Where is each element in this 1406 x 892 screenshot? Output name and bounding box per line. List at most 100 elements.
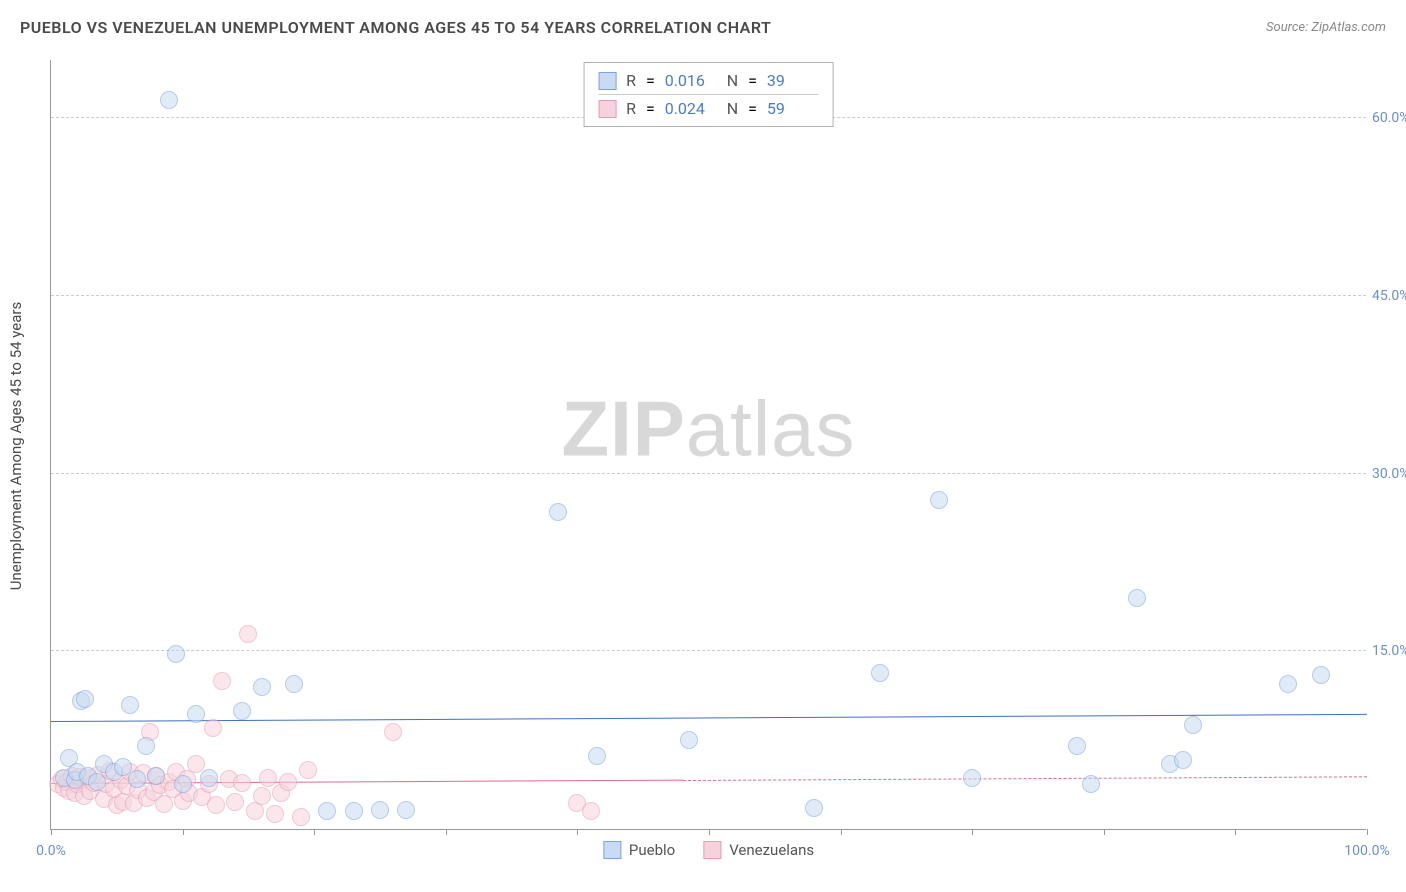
chart-header: PUEBLO VS VENEZUELAN UNEMPLOYMENT AMONG … bbox=[20, 18, 1386, 37]
venezuelans-swatch bbox=[703, 841, 721, 859]
data-point bbox=[963, 769, 981, 787]
y-tick-label: 60.0% bbox=[1372, 110, 1406, 126]
y-tick-label: 45.0% bbox=[1372, 288, 1406, 304]
data-point bbox=[76, 690, 94, 708]
data-point bbox=[549, 503, 567, 521]
trend-line bbox=[683, 776, 1367, 781]
x-tick bbox=[841, 829, 842, 835]
x-tick bbox=[1367, 829, 1368, 835]
venezuelans-label: Venezuelans bbox=[729, 841, 814, 859]
data-point bbox=[121, 696, 139, 714]
data-point bbox=[187, 755, 205, 773]
data-point bbox=[285, 675, 303, 693]
data-point bbox=[174, 775, 192, 793]
data-point bbox=[588, 747, 606, 765]
stats-legend: R = 0.016 N = 39 R = 0.024 N = 59 bbox=[583, 62, 834, 127]
y-axis-label: Unemployment Among Ages 45 to 54 years bbox=[7, 302, 25, 590]
pueblo-swatch bbox=[598, 72, 616, 90]
data-point bbox=[204, 719, 222, 737]
data-point bbox=[88, 773, 106, 791]
legend-item-venezuelans: Venezuelans bbox=[703, 841, 814, 859]
data-point bbox=[345, 802, 363, 820]
venezuelans-r-value: 0.024 bbox=[665, 99, 717, 118]
data-point bbox=[128, 770, 146, 788]
data-point bbox=[213, 672, 231, 690]
pueblo-r-value: 0.016 bbox=[665, 71, 717, 90]
data-point bbox=[1068, 737, 1086, 755]
x-tick bbox=[709, 829, 710, 835]
data-point bbox=[582, 802, 600, 820]
data-point bbox=[397, 801, 415, 819]
data-point bbox=[384, 723, 402, 741]
x-tick-label: 100.0% bbox=[1344, 843, 1389, 859]
stats-row-venezuelans: R = 0.024 N = 59 bbox=[598, 97, 819, 120]
x-tick bbox=[972, 829, 973, 835]
data-point bbox=[226, 793, 244, 811]
eq-label: = bbox=[748, 99, 757, 118]
eq-label: = bbox=[748, 71, 757, 90]
watermark: ZIPatlas bbox=[561, 384, 855, 475]
eq-label: = bbox=[646, 99, 655, 118]
data-point bbox=[266, 805, 284, 823]
x-tick bbox=[51, 829, 52, 835]
data-point bbox=[292, 808, 310, 826]
data-point bbox=[147, 767, 165, 785]
watermark-light: atlas bbox=[686, 385, 856, 473]
data-point bbox=[680, 731, 698, 749]
data-point bbox=[239, 625, 257, 643]
data-point bbox=[246, 802, 264, 820]
data-point bbox=[299, 761, 317, 779]
data-point bbox=[167, 645, 185, 663]
gridline bbox=[51, 473, 1366, 474]
data-point bbox=[233, 702, 251, 720]
source-attribution: Source: ZipAtlas.com bbox=[1266, 20, 1386, 35]
x-tick bbox=[1235, 829, 1236, 835]
y-tick-label: 15.0% bbox=[1372, 643, 1406, 659]
data-point bbox=[253, 787, 271, 805]
data-point bbox=[1174, 751, 1192, 769]
data-point bbox=[1279, 675, 1297, 693]
eq-label: = bbox=[646, 71, 655, 90]
data-point bbox=[259, 769, 277, 787]
x-tick bbox=[446, 829, 447, 835]
data-point bbox=[1128, 589, 1146, 607]
watermark-bold: ZIP bbox=[561, 385, 685, 473]
data-point bbox=[318, 802, 336, 820]
x-tick bbox=[183, 829, 184, 835]
r-label: R bbox=[626, 99, 636, 118]
data-point bbox=[1312, 666, 1330, 684]
y-tick-label: 30.0% bbox=[1372, 466, 1406, 482]
x-tick bbox=[314, 829, 315, 835]
r-label: R bbox=[626, 71, 636, 90]
legend-item-pueblo: Pueblo bbox=[603, 841, 675, 859]
n-label: N bbox=[727, 71, 738, 90]
data-point bbox=[187, 705, 205, 723]
gridline bbox=[51, 295, 1366, 296]
data-point bbox=[253, 678, 271, 696]
data-point bbox=[279, 773, 297, 791]
x-tick-label: 0.0% bbox=[36, 843, 66, 859]
data-point bbox=[155, 795, 173, 813]
x-tick bbox=[1104, 829, 1105, 835]
pueblo-label: Pueblo bbox=[629, 841, 675, 859]
data-point bbox=[233, 774, 251, 792]
data-point bbox=[200, 769, 218, 787]
scatter-chart: ZIPatlas R = 0.016 N = 39 R = 0.024 N = … bbox=[50, 60, 1366, 830]
legend-separator bbox=[598, 94, 819, 95]
data-point bbox=[137, 737, 155, 755]
data-point bbox=[930, 491, 948, 509]
stats-row-pueblo: R = 0.016 N = 39 bbox=[598, 69, 819, 92]
chart-title: PUEBLO VS VENEZUELAN UNEMPLOYMENT AMONG … bbox=[20, 18, 771, 37]
x-tick bbox=[577, 829, 578, 835]
n-label: N bbox=[727, 99, 738, 118]
data-point bbox=[805, 799, 823, 817]
data-point bbox=[160, 91, 178, 109]
pueblo-swatch bbox=[603, 841, 621, 859]
data-point bbox=[371, 801, 389, 819]
data-point bbox=[1184, 716, 1202, 734]
data-point bbox=[1082, 775, 1100, 793]
venezuelans-swatch bbox=[598, 100, 616, 118]
gridline bbox=[51, 650, 1366, 651]
series-legend: Pueblo Venezuelans bbox=[603, 841, 814, 859]
venezuelans-n-value: 59 bbox=[767, 99, 819, 118]
